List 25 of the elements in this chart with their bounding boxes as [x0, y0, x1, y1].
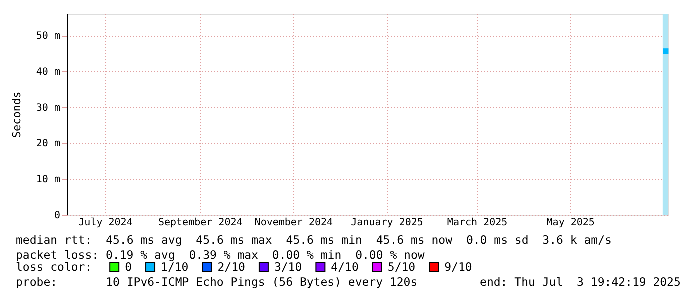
legend-label: 9/10 [444, 260, 472, 274]
legend-label: 2/10 [218, 260, 246, 274]
legend-title: loss color: [16, 260, 92, 274]
x-tick-label: January 2025 [351, 218, 424, 228]
y-tick-label: 10 m [36, 174, 60, 186]
y-tick-label: 40 m [36, 66, 60, 78]
legend-label: 4/10 [331, 260, 359, 274]
y-axis-title: Seconds [10, 92, 24, 138]
text: packet loss: 0.19 % avg 0.39 % max 0.00 % min 0.00 % now [16, 248, 425, 262]
y-tick-label: 20 m [36, 138, 60, 150]
legend-label: 0 [125, 260, 132, 274]
legend-label: 1/10 [161, 260, 189, 274]
y-tick-label: 0 [54, 210, 60, 222]
text: median rtt: 45.6 ms avg 45.6 ms max 45.6 ms min 45.6 ms now 0.0 ms sd 3.6 k am/s [16, 233, 612, 247]
y-tick-label: 30 m [36, 102, 60, 114]
x-tick-label: September 2024 [158, 218, 243, 228]
x-tick-label: July 2024 [78, 218, 133, 228]
legend-label: 5/10 [388, 260, 416, 274]
x-tick-label: November 2024 [254, 218, 334, 228]
x-tick-label: March 2025 [447, 218, 508, 228]
text: probe: 10 IPv6-ICMP Echo Pings (56 Bytes) every 120s [16, 275, 418, 289]
text: end: Thu Jul 3 19:42:19 2025 [480, 275, 681, 289]
legend-label: 3/10 [274, 260, 302, 274]
y-tick-label: 50 m [36, 31, 60, 42]
x-tick-label: May 2025 [546, 218, 595, 228]
